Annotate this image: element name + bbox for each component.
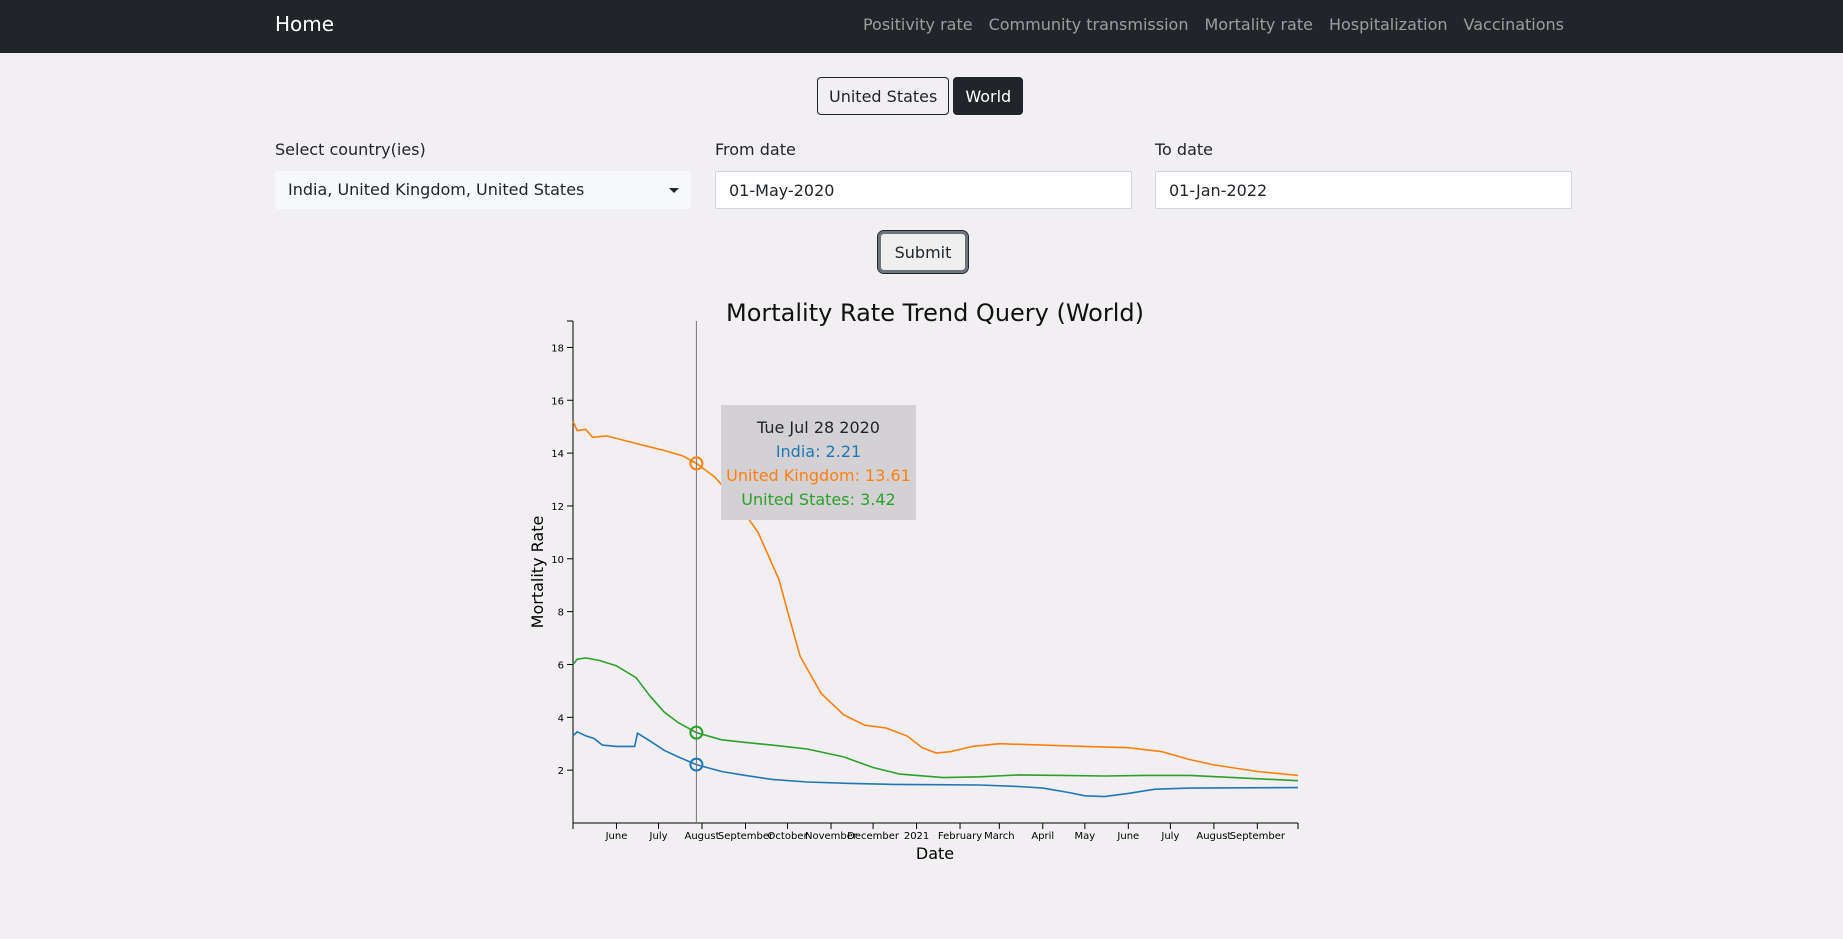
hover-marker-india [689,757,704,772]
country-select-value: India, United Kingdom, United States [288,180,585,199]
to-date-label: To date [1155,140,1214,159]
navbar: Home Positivity rate Community transmiss… [0,0,1843,53]
region-toggle: United States World [817,77,1024,115]
x-tick-label: February [938,831,982,842]
series-line-united-states [572,657,1299,782]
nav-community-transmission[interactable]: Community transmission [988,15,1189,34]
x-tick-label: December [847,831,900,842]
chart-title: Mortality Rate Trend Query (World) [726,299,1144,327]
x-tick-label: July [1160,831,1179,842]
y-tick-label: 14 [551,449,564,460]
series-line-india [572,730,1299,798]
x-tick-label: September [1230,831,1286,842]
y-tick-label: 2 [558,766,564,777]
nav-hospitalization[interactable]: Hospitalization [1328,15,1448,34]
nav-positivity-rate[interactable]: Positivity rate [862,15,973,34]
x-tick-label: August [685,831,720,842]
nav-mortality-rate[interactable]: Mortality rate [1204,15,1313,34]
from-date-label: From date [715,140,796,159]
y-tick-label: 18 [551,343,564,354]
caret-down-icon [669,188,679,193]
to-date-input[interactable] [1155,171,1572,209]
tooltip-date: Tue Jul 28 2020 [757,418,880,437]
tooltip-united-states: United States: 3.42 [741,490,896,509]
x-tick-label: July [649,831,668,842]
chart-tooltip: Tue Jul 28 2020 India: 2.21 United Kingd… [721,405,916,520]
home-link[interactable]: Home [275,12,335,36]
x-tick-label: November [805,831,858,842]
y-tick-label: 4 [558,713,564,724]
hover-marker-united-states [689,725,704,740]
tooltip-india: India: 2.21 [775,442,862,461]
x-tick-label: June [605,831,628,842]
x-tick-label: June [1116,831,1139,842]
country-select[interactable]: India, United Kingdom, United States [275,171,691,209]
nav-links: Positivity rate Community transmission M… [863,15,1564,34]
x-tick-label: September [718,831,774,842]
y-tick-label: 10 [551,555,564,566]
nav-vaccinations[interactable]: Vaccinations [1463,15,1564,34]
united-states-button[interactable]: United States [817,77,950,115]
x-tick-label: March [984,831,1014,842]
y-tick-label: 8 [558,608,564,619]
world-button[interactable]: World [953,77,1024,115]
y-tick-label: 16 [551,396,564,407]
from-date-input[interactable] [715,171,1132,209]
y-tick-label: 6 [558,660,564,671]
x-tick-label: 2021 [904,831,929,842]
submit-button[interactable]: Submit [877,230,969,274]
y-axis-label: Mortality Rate [528,516,547,629]
y-tick-label: 12 [551,502,564,513]
x-tick-label: October [768,831,809,842]
x-tick-label: April [1031,831,1054,842]
series-line-united-kingdom [572,421,1299,777]
x-tick-label: May [1075,831,1096,842]
hover-marker-united-kingdom [689,456,704,471]
x-axis-label: Date [916,844,954,863]
tooltip-united-kingdom: United Kingdom: 13.61 [726,466,911,485]
x-tick-label: August [1196,831,1231,842]
country-label: Select country(ies) [275,140,426,159]
